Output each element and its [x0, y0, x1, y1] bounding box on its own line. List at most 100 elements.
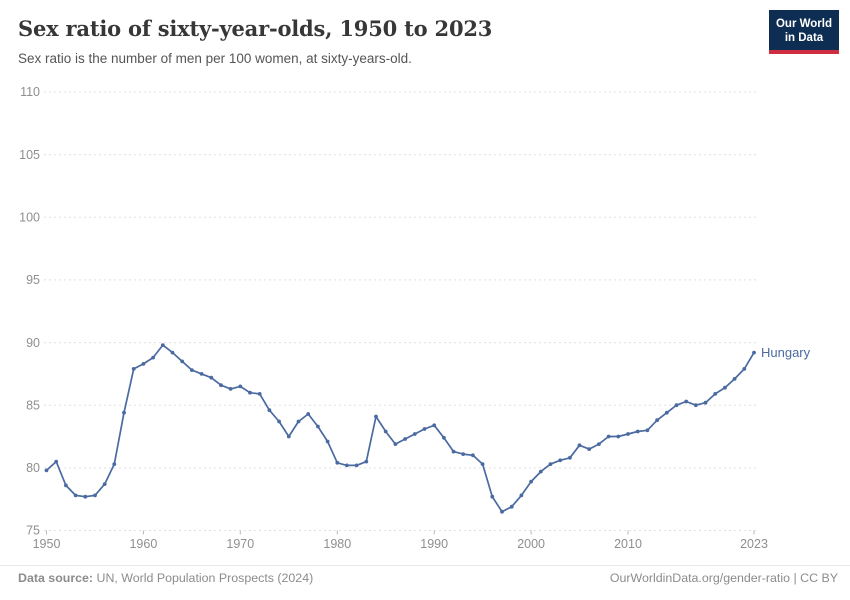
data-point[interactable]	[480, 462, 485, 466]
data-point[interactable]	[160, 343, 165, 347]
data-point[interactable]	[616, 434, 621, 439]
x-tick-label: 1980	[323, 537, 351, 551]
page-subtitle: Sex ratio is the number of men per 100 w…	[18, 51, 412, 66]
data-point[interactable]	[54, 459, 59, 464]
data-point[interactable]	[509, 504, 514, 509]
footer-divider	[0, 565, 850, 566]
series-label[interactable]: Hungary	[761, 345, 811, 360]
x-tick-label: 2000	[517, 537, 545, 551]
line-chart-canvas[interactable]: 75 80 85 90 95 100 105 110 1950 1960 1970 1980 1990 2…	[0, 80, 850, 560]
data-point[interactable]	[257, 392, 262, 396]
data-point[interactable]	[209, 375, 214, 380]
x-tick-label: 2010	[614, 537, 642, 551]
data-point[interactable]	[131, 367, 136, 371]
y-tick-label: 75	[26, 524, 40, 538]
data-point[interactable]	[306, 412, 311, 416]
data-point[interactable]	[219, 383, 223, 388]
x-tick-label: 1970	[226, 537, 254, 551]
data-point[interactable]	[587, 447, 592, 451]
data-point[interactable]	[471, 453, 475, 458]
data-point[interactable]	[335, 460, 340, 465]
data-point[interactable]	[412, 432, 417, 436]
data-point[interactable]	[442, 435, 446, 440]
data-point[interactable]	[199, 372, 204, 376]
data-line-hungary[interactable]	[45, 344, 755, 513]
data-point[interactable]	[238, 384, 243, 389]
data-point[interactable]	[190, 368, 194, 372]
data-point[interactable]	[170, 350, 175, 355]
data-point[interactable]	[742, 367, 747, 371]
data-point[interactable]	[403, 437, 407, 441]
data-point[interactable]	[626, 432, 630, 436]
x-tick-label: 2023	[740, 537, 768, 551]
data-point[interactable]	[112, 462, 117, 466]
data-point[interactable]	[558, 458, 563, 463]
data-point[interactable]	[723, 385, 727, 390]
owid-logo[interactable]: Our World in Data	[769, 10, 839, 55]
data-point[interactable]	[490, 494, 495, 499]
data-point[interactable]	[345, 463, 349, 468]
data-point[interactable]	[267, 408, 272, 413]
data-point[interactable]	[606, 434, 611, 439]
y-tick-label: 90	[26, 336, 40, 350]
data-point[interactable]	[500, 509, 504, 514]
data-point[interactable]	[461, 452, 466, 456]
owid-logo-line2: in Data	[784, 32, 824, 45]
data-point[interactable]	[732, 377, 737, 381]
data-source-text: UN, World Population Prospects (2024)	[93, 571, 314, 585]
data-point[interactable]	[655, 418, 659, 423]
data-point[interactable]	[538, 469, 543, 474]
data-point[interactable]	[180, 359, 185, 364]
data-point[interactable]	[64, 483, 68, 488]
data-point[interactable]	[664, 410, 669, 415]
data-source-note: Data source: UN, World Population Prospe…	[18, 571, 313, 585]
data-point[interactable]	[635, 429, 640, 434]
data-point[interactable]	[83, 494, 88, 499]
data-point[interactable]	[277, 419, 281, 424]
owid-logo-line1: Our World	[775, 18, 832, 30]
data-point[interactable]	[44, 468, 49, 473]
data-point[interactable]	[122, 410, 126, 415]
page-title: Sex ratio of sixty-year-olds, 1950 to 20…	[18, 16, 493, 41]
data-point[interactable]	[325, 439, 330, 444]
data-point[interactable]	[713, 392, 718, 396]
data-point[interactable]	[102, 482, 107, 486]
x-tick-label: 1990	[420, 537, 448, 551]
data-point[interactable]	[354, 463, 359, 468]
data-point[interactable]	[228, 387, 233, 391]
data-point[interactable]	[752, 350, 756, 355]
data-point[interactable]	[693, 403, 698, 408]
data-source-label: Data source:	[18, 571, 94, 585]
data-point[interactable]	[529, 479, 533, 484]
data-point[interactable]	[393, 442, 398, 446]
data-point[interactable]	[93, 493, 97, 498]
data-point[interactable]	[374, 414, 378, 419]
data-point[interactable]	[519, 493, 524, 498]
data-point[interactable]	[73, 493, 78, 498]
data-point[interactable]	[151, 355, 156, 360]
y-tick-label: 105	[19, 148, 40, 162]
data-point[interactable]	[286, 434, 291, 439]
data-point[interactable]	[296, 419, 301, 424]
data-point[interactable]	[577, 443, 582, 448]
data-point[interactable]	[422, 427, 427, 431]
data-point[interactable]	[316, 424, 320, 429]
data-point[interactable]	[548, 462, 553, 466]
data-point[interactable]	[451, 449, 456, 454]
data-point[interactable]	[568, 455, 572, 460]
data-point[interactable]	[597, 442, 601, 446]
y-tick-label: 110	[20, 85, 40, 99]
data-point[interactable]	[141, 362, 146, 366]
data-point[interactable]	[703, 400, 708, 405]
x-tick-label: 1950	[33, 537, 61, 551]
y-tick-label: 100	[19, 211, 40, 225]
data-point[interactable]	[383, 429, 388, 434]
data-point[interactable]	[645, 428, 650, 433]
data-point[interactable]	[364, 459, 369, 464]
data-point[interactable]	[248, 390, 252, 395]
data-point[interactable]	[432, 423, 437, 428]
x-tick-label: 1960	[129, 537, 157, 551]
data-point[interactable]	[674, 403, 679, 408]
footer-link[interactable]: OurWorldinData.org/gender-ratio | CC BY	[609, 571, 838, 585]
data-point[interactable]	[684, 399, 689, 404]
